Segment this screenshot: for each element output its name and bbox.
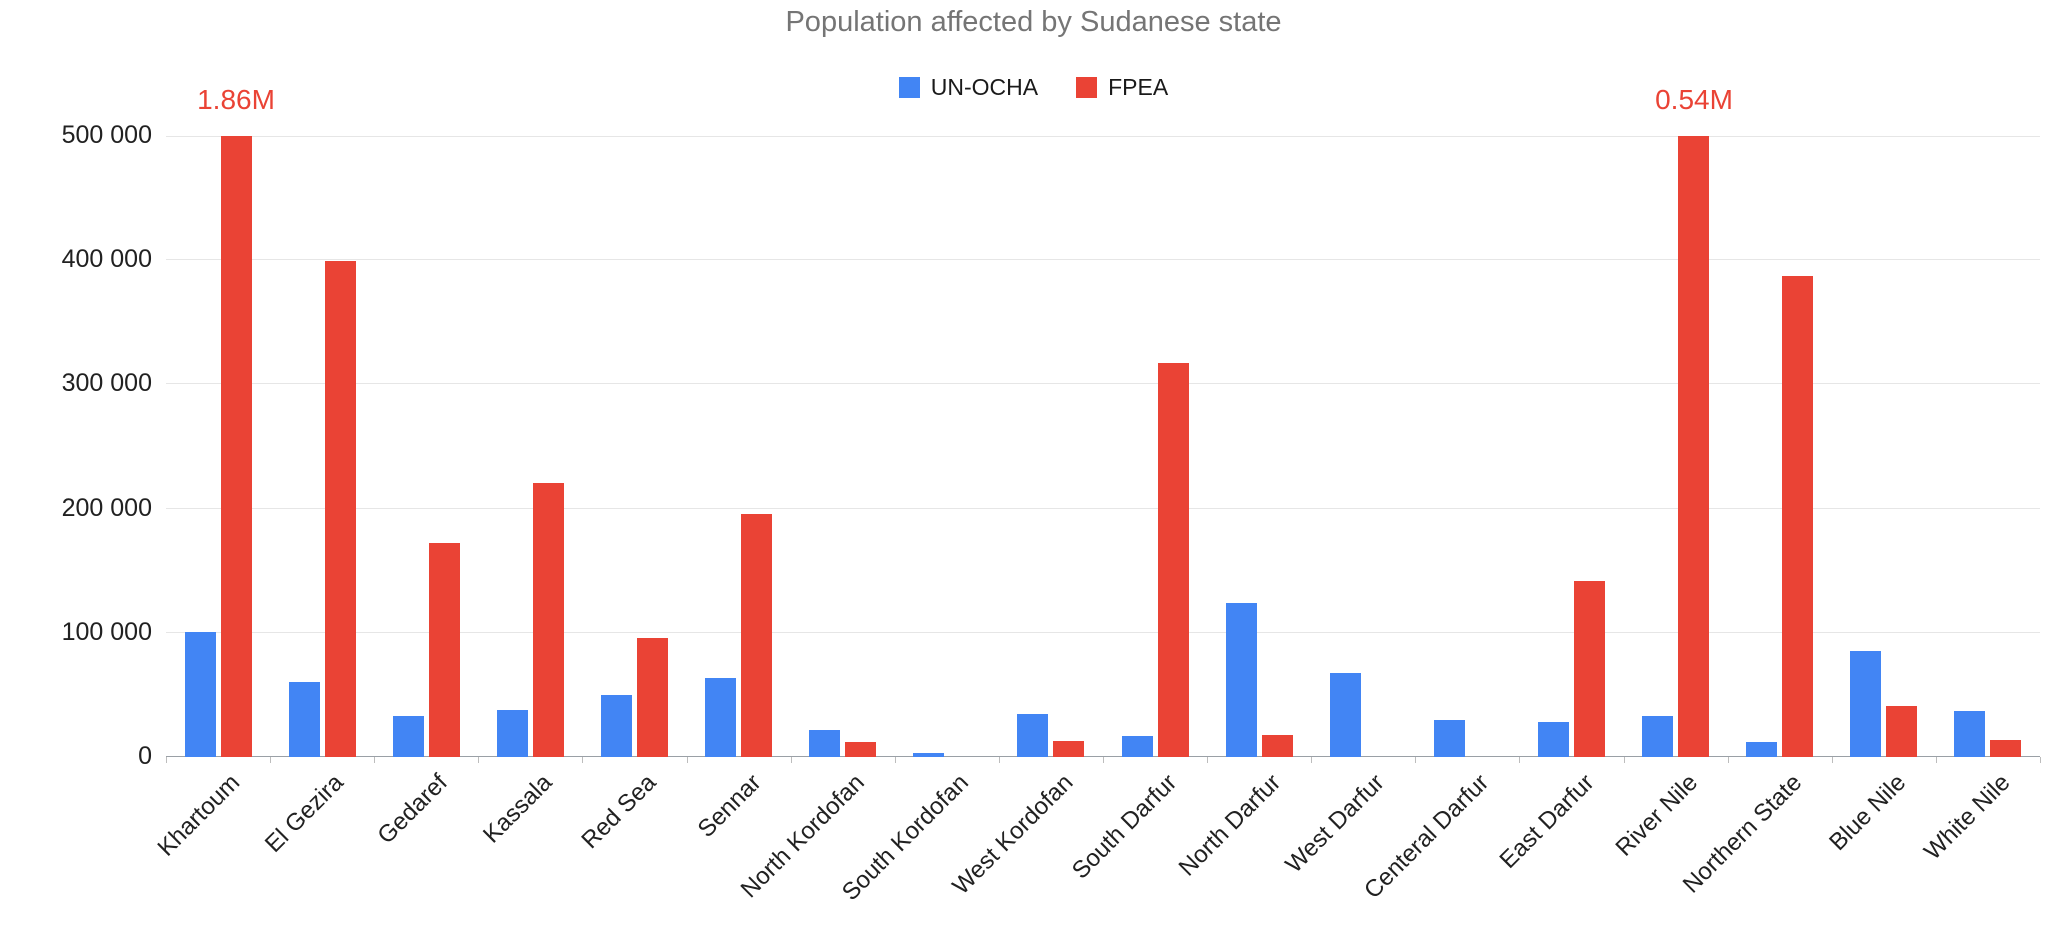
chart-legend: UN-OCHA FPEA — [0, 74, 2067, 101]
bar-un-ocha-river-nile[interactable] — [1642, 716, 1673, 757]
x-axis-tick — [1311, 757, 1312, 763]
bar-un-ocha-south-kordofan[interactable] — [913, 753, 944, 757]
y-axis-label: 300 000 — [61, 369, 152, 397]
x-axis-tick — [999, 757, 1000, 763]
x-axis-label-white-nile: White Nile — [1918, 769, 2016, 866]
x-axis-tick — [374, 757, 375, 763]
y-axis-label: 200 000 — [61, 494, 152, 522]
bar-fpea-el-gezira[interactable] — [325, 261, 356, 757]
bar-fpea-north-darfur[interactable] — [1262, 735, 1293, 757]
bar-un-ocha-sennar[interactable] — [705, 678, 736, 757]
legend-swatch-fpea-icon — [1076, 77, 1098, 98]
x-axis-tick — [1728, 757, 1729, 763]
x-axis-tick — [895, 757, 896, 763]
x-axis-label-sennar: Sennar — [692, 769, 767, 843]
bar-un-ocha-south-darfur[interactable] — [1122, 736, 1153, 757]
x-axis-label-el-gezira: El Gezira — [260, 769, 350, 858]
gridline — [166, 632, 2040, 633]
x-axis-tick — [1624, 757, 1625, 763]
bar-fpea-north-kordofan[interactable] — [845, 742, 876, 757]
bar-un-ocha-blue-nile[interactable] — [1850, 651, 1881, 757]
y-axis-label: 100 000 — [61, 618, 152, 646]
bar-fpea-sennar[interactable] — [741, 514, 772, 757]
x-axis-label-west-darfur: West Darfur — [1280, 769, 1391, 879]
x-axis-baseline — [166, 756, 2040, 757]
gridline — [166, 136, 2040, 137]
bar-un-ocha-white-nile[interactable] — [1954, 711, 1985, 757]
bar-fpea-south-darfur[interactable] — [1158, 363, 1189, 757]
y-axis-label: 0 — [138, 742, 152, 770]
gridline — [166, 508, 2040, 509]
x-axis-label-river-nile: River Nile — [1610, 769, 1704, 862]
x-axis-tick — [1207, 757, 1208, 763]
bar-fpea-blue-nile[interactable] — [1886, 706, 1917, 757]
bar-fpea-northern-state[interactable] — [1782, 276, 1813, 757]
bar-un-ocha-west-kordofan[interactable] — [1017, 714, 1048, 757]
x-axis-label-red-sea: Red Sea — [575, 769, 662, 855]
bar-fpea-river-nile[interactable] — [1678, 136, 1709, 757]
annotation-khartoum: 1.86M — [197, 84, 275, 115]
bar-un-ocha-red-sea[interactable] — [601, 695, 632, 757]
annotation-river-nile: 0.54M — [1655, 84, 1733, 115]
bar-un-ocha-north-kordofan[interactable] — [809, 730, 840, 757]
bar-un-ocha-el-gezira[interactable] — [289, 682, 320, 757]
x-axis-tick — [582, 757, 583, 763]
x-axis-tick — [1103, 757, 1104, 763]
x-axis-tick — [270, 757, 271, 763]
x-axis-tick — [791, 757, 792, 763]
x-axis-tick — [1519, 757, 1520, 763]
bar-fpea-red-sea[interactable] — [637, 638, 668, 757]
bar-un-ocha-north-darfur[interactable] — [1226, 603, 1257, 757]
bar-fpea-west-kordofan[interactable] — [1053, 741, 1084, 757]
x-axis-tick — [166, 757, 167, 763]
x-axis-tick — [478, 757, 479, 763]
bar-un-ocha-west-darfur[interactable] — [1330, 673, 1361, 757]
legend-item-un-ocha[interactable]: UN-OCHA — [898, 74, 1039, 101]
gridline — [166, 383, 2040, 384]
bar-fpea-gedaref[interactable] — [429, 543, 460, 757]
x-axis-tick — [2040, 757, 2041, 763]
bar-un-ocha-kassala[interactable] — [497, 710, 528, 757]
x-axis-tick — [1936, 757, 1937, 763]
x-axis-label-south-darfur: South Darfur — [1066, 769, 1183, 885]
x-axis-tick — [687, 757, 688, 763]
legend-swatch-un-ocha-icon — [898, 77, 920, 98]
x-axis-label-east-darfur: East Darfur — [1494, 769, 1600, 874]
x-axis-label-gedaref: Gedaref — [372, 769, 454, 850]
gridline — [166, 259, 2040, 260]
y-axis-label: 400 000 — [61, 245, 152, 273]
x-axis-label-kassala: Kassala — [477, 769, 558, 849]
bar-fpea-khartoum[interactable] — [221, 136, 252, 757]
x-axis-tick — [1415, 757, 1416, 763]
chart-title: Population affected by Sudanese state — [785, 6, 1282, 38]
legend-label-un-ocha: UN-OCHA — [930, 74, 1039, 100]
bar-un-ocha-northern-state[interactable] — [1746, 742, 1777, 757]
bar-un-ocha-khartoum[interactable] — [185, 632, 216, 757]
bar-un-ocha-gedaref[interactable] — [393, 716, 424, 757]
bar-un-ocha-centeral-darfur[interactable] — [1434, 720, 1465, 757]
plot-area — [166, 136, 2041, 763]
legend-item-fpea[interactable]: FPEA — [1076, 74, 1168, 101]
bar-fpea-east-darfur[interactable] — [1574, 581, 1605, 757]
x-axis-label-north-darfur: North Darfur — [1173, 769, 1287, 882]
x-axis-label-blue-nile: Blue Nile — [1824, 769, 1912, 857]
x-axis-label-khartoum: Khartoum — [152, 769, 246, 862]
bar-fpea-kassala[interactable] — [533, 483, 564, 757]
bar-fpea-white-nile[interactable] — [1990, 740, 2021, 757]
legend-label-fpea: FPEA — [1108, 74, 1169, 100]
bar-un-ocha-east-darfur[interactable] — [1538, 722, 1569, 757]
y-axis-label: 500 000 — [61, 121, 152, 149]
x-axis-tick — [1832, 757, 1833, 763]
